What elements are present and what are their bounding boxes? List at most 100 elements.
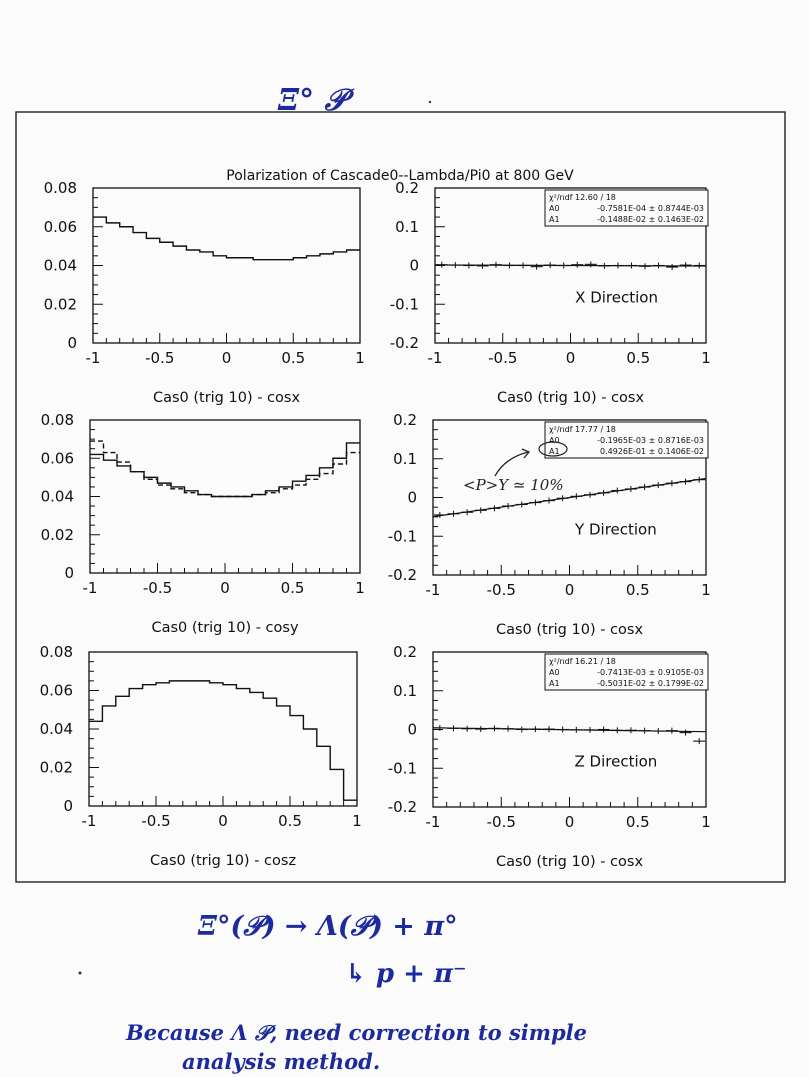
histogram-dashed [90, 440, 360, 498]
fit-line [432, 477, 707, 518]
y-tick-label: -0.2 [388, 798, 417, 816]
figure-title: Polarization of Cascade0--Lambda/Pi0 at … [226, 168, 574, 184]
chart-panel-3: -1 -0.5 0 0.5 1 0 0.02 0.04 0.06 0.08 Cas0 (trig 1… [41, 411, 365, 636]
histogram-solid [89, 680, 357, 801]
x-tick-label: -1 [83, 579, 98, 597]
x-tick-label: -0.5 [143, 579, 172, 597]
plot-frame [92, 187, 361, 344]
x-axis-label: Cas0 (trig 10) - cosx [496, 854, 644, 870]
chart-panel-4: -1 -0.5 0 0.5 1 -0.2 -0.1 0 0.1 0.2 Cas0 (trig 10)… [388, 411, 711, 638]
x-tick-label: -1 [428, 349, 443, 367]
x-axis-label: Cas0 (trig 10) - cosx [153, 390, 301, 406]
x-tick-label: 0.5 [278, 812, 302, 830]
stats-box [544, 653, 709, 691]
direction-label: Z Direction [575, 753, 658, 771]
stats-value: 0.4926E-01 ± 0.1406E-02 [600, 447, 704, 456]
histogram-solid [93, 216, 360, 261]
x-tick-label: -0.5 [487, 581, 516, 599]
x-tick-label: 0.5 [626, 813, 650, 831]
x-tick-label: 0 [222, 349, 232, 367]
x-tick-label: 0 [220, 579, 230, 597]
x-tick-label: 1 [355, 349, 365, 367]
handwritten-note-1: Because Λ 𝒫, need correction to simple [125, 1020, 587, 1045]
stats-key: A1 [549, 447, 560, 456]
stats-value: -0.7413E-03 ± 0.9105E-03 [597, 668, 704, 677]
stats-key: A0 [549, 204, 560, 213]
handwritten-decay-2: ↳ p + π⁻ [345, 959, 467, 989]
y-tick-label: 0.06 [40, 682, 73, 700]
stats-key: χ²/ndf 12.60 / 18 [549, 193, 616, 202]
scan-speck [428, 100, 432, 104]
stats-value: -0.1965E-03 ± 0.8716E-03 [597, 436, 704, 445]
x-tick-label: 0.5 [626, 349, 650, 367]
direction-label: Y Direction [574, 521, 657, 539]
stats-key: A0 [549, 668, 560, 677]
x-axis-label: Cas0 (trig 10) - cosy [151, 620, 299, 636]
y-tick-label: 0.04 [40, 720, 73, 738]
x-tick-label: -1 [426, 813, 441, 831]
x-tick-label: -0.5 [141, 812, 170, 830]
stats-key: A1 [549, 215, 560, 224]
a1-circle [538, 441, 568, 457]
note-arrow-head [521, 448, 531, 459]
stats-value: -0.7581E-04 ± 0.8744E-03 [597, 204, 704, 213]
x-tick-label: 1 [352, 812, 362, 830]
y-tick-label: -0.2 [388, 566, 417, 584]
fit-line [432, 727, 707, 733]
x-tick-label: 1 [355, 579, 365, 597]
stats-box [544, 421, 709, 459]
y-tick-label: 0.1 [393, 450, 417, 468]
stats-value: -0.5031E-02 ± 0.1799E-02 [597, 679, 704, 688]
x-axis-label: Cas0 (trig 10) - cosx [497, 390, 645, 406]
handwritten-decay-1: Ξ°(𝒫) → Λ(𝒫) + π° [197, 911, 458, 942]
chart-panel-1: -1 -0.5 0 0.5 1 0 0.02 0.04 0.06 0.08 Cas0 (trig 1… [44, 179, 365, 406]
y-tick-label: 0.06 [44, 218, 77, 236]
y-tick-label: -0.2 [390, 334, 419, 352]
stats-key: χ²/ndf 17.77 / 18 [549, 425, 616, 434]
y-tick-label: -0.1 [388, 759, 417, 777]
x-tick-label: -0.5 [487, 813, 516, 831]
note-arrow [494, 451, 529, 477]
x-axis-label: Cas0 (trig 10) - cosx [496, 622, 644, 638]
figure-frame [15, 111, 786, 883]
stats-value: -0.1488E-02 ± 0.1463E-02 [597, 215, 704, 224]
y-tick-label: 0 [64, 564, 74, 582]
chart-panel-2: -1 -0.5 0 0.5 1 -0.2 -0.1 0 0.1 0.2 Cas0 (trig 10)… [390, 179, 711, 406]
x-tick-label: 1 [701, 581, 711, 599]
chart-panel-6: -1 -0.5 0 0.5 1 -0.2 -0.1 0 0.1 0.2 Cas0 (trig 10)… [388, 643, 711, 870]
y-tick-label: 0.1 [395, 218, 419, 236]
y-tick-label: 0.02 [41, 526, 74, 544]
fit-line [434, 264, 707, 267]
x-tick-label: 0 [565, 813, 575, 831]
x-tick-label: 1 [701, 349, 711, 367]
x-tick-label: 0.5 [281, 349, 305, 367]
polarization-note: <P>Y ≃ 10% [463, 476, 564, 494]
y-tick-label: 0.08 [40, 643, 73, 661]
x-tick-label: -1 [86, 349, 101, 367]
x-tick-label: 0 [218, 812, 228, 830]
x-tick-label: 0.5 [626, 581, 650, 599]
stats-key: χ²/ndf 16.21 / 18 [549, 657, 616, 666]
y-tick-label: 0 [407, 721, 417, 739]
stats-box [544, 189, 709, 227]
x-tick-label: 0.5 [281, 579, 305, 597]
x-axis-label: Cas0 (trig 10) - cosz [150, 853, 296, 869]
x-tick-label: 0 [565, 581, 575, 599]
handwritten-note-2: analysis method. [182, 1049, 380, 1074]
y-tick-label: 0.06 [41, 449, 74, 467]
x-tick-label: 0 [566, 349, 576, 367]
y-tick-label: 0 [67, 334, 77, 352]
y-tick-label: 0.08 [41, 411, 74, 429]
y-tick-label: 0 [63, 797, 73, 815]
y-tick-label: 0.02 [44, 295, 77, 313]
y-tick-label: 0 [407, 489, 417, 507]
x-tick-label: -1 [82, 812, 97, 830]
y-tick-label: 0.04 [44, 257, 77, 275]
y-tick-label: 0.2 [393, 643, 417, 661]
y-tick-label: -0.1 [388, 527, 417, 545]
panels: -1 -0.5 0 0.5 1 0 0.02 0.04 0.06 0.08 Cas0 (trig 1… [40, 179, 711, 870]
chart-panel-5: -1 -0.5 0 0.5 1 0 0.02 0.04 0.06 0.08 Cas0 (trig 1… [40, 643, 362, 869]
y-tick-label: 0.04 [41, 488, 74, 506]
y-tick-label: 0.02 [40, 759, 73, 777]
